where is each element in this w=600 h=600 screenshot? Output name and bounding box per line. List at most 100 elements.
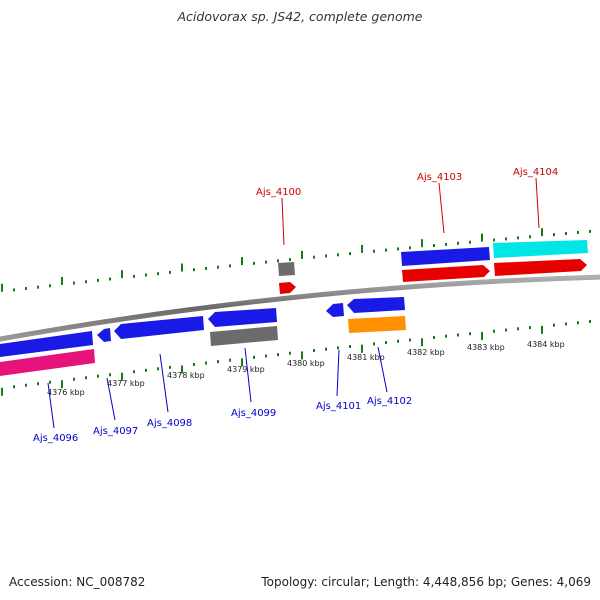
gene-feature[interactable]: [0, 349, 95, 376]
scale-label: 4379 kbp: [227, 365, 265, 374]
major-tick: [481, 331, 483, 340]
gene-feature[interactable]: [326, 303, 344, 317]
gene-feature[interactable]: [402, 265, 490, 282]
minor-tick: [349, 345, 351, 349]
minor-tick: [457, 241, 459, 245]
leader-line: [438, 182, 445, 234]
minor-tick: [337, 346, 339, 350]
minor-tick: [553, 323, 555, 327]
minor-tick: [49, 380, 51, 384]
minor-tick: [85, 280, 87, 284]
gene-label-ajs-4099[interactable]: Ajs_4099: [231, 408, 276, 419]
minor-tick: [73, 281, 75, 285]
gene-feature[interactable]: [493, 240, 588, 258]
scale-label: 4382 kbp: [407, 348, 445, 357]
minor-tick: [217, 265, 219, 269]
minor-tick: [157, 367, 159, 371]
gene-feature[interactable]: [210, 326, 278, 346]
minor-tick: [145, 273, 147, 277]
major-tick: [121, 270, 123, 279]
major-tick: [61, 380, 63, 389]
major-tick: [361, 244, 363, 253]
gene-feature[interactable]: [494, 259, 587, 276]
leader-lines: [47, 177, 540, 429]
minor-tick: [409, 246, 411, 250]
gene-label-ajs-4104[interactable]: Ajs_4104: [513, 167, 558, 178]
minor-tick: [205, 361, 207, 365]
major-tick: [541, 228, 543, 237]
minor-tick: [229, 264, 231, 268]
minor-tick: [565, 322, 567, 326]
minor-tick: [493, 329, 495, 333]
gene-feature[interactable]: [97, 328, 111, 342]
minor-tick: [289, 258, 291, 262]
minor-tick: [397, 247, 399, 251]
minor-tick: [493, 238, 495, 242]
minor-tick: [445, 334, 447, 338]
minor-tick: [169, 365, 171, 369]
minor-tick: [85, 376, 87, 380]
minor-tick: [385, 341, 387, 345]
minor-tick: [589, 229, 591, 233]
gene-labels-top: Ajs_4100 Ajs_4103 Ajs_4104: [256, 167, 558, 198]
minor-tick: [397, 339, 399, 343]
minor-tick: [157, 272, 159, 276]
minor-tick: [337, 253, 339, 257]
minor-tick: [289, 351, 291, 355]
major-tick: [61, 276, 63, 285]
leader-line: [336, 349, 340, 397]
minor-tick: [277, 353, 279, 357]
gene-feature[interactable]: [278, 262, 295, 276]
minor-tick: [577, 321, 579, 325]
minor-tick: [193, 362, 195, 366]
gene-label-ajs-4102[interactable]: Ajs_4102: [367, 396, 412, 407]
minor-tick: [517, 327, 519, 331]
reverse-features: [0, 297, 406, 376]
minor-tick: [325, 347, 327, 351]
minor-tick: [253, 261, 255, 265]
gene-label-ajs-4098[interactable]: Ajs_4098: [147, 418, 192, 429]
minor-tick: [145, 368, 147, 372]
gene-feature[interactable]: [0, 331, 93, 357]
major-tick: [121, 372, 123, 381]
minor-tick: [133, 370, 135, 374]
gene-feature[interactable]: [208, 308, 277, 327]
scale-label: 4378 kbp: [167, 371, 205, 380]
minor-tick: [313, 255, 315, 259]
minor-tick: [265, 354, 267, 358]
gene-feature[interactable]: [114, 316, 204, 339]
major-tick: [1, 283, 3, 292]
minor-tick: [193, 268, 195, 272]
scale-labels: 4376 kbp 4377 kbp 4378 kbp 4379 kbp 4380…: [47, 340, 565, 397]
scale-ticks-bottom: [1, 320, 591, 396]
gene-label-ajs-4103[interactable]: Ajs_4103: [417, 172, 462, 183]
minor-tick: [217, 360, 219, 364]
major-tick: [1, 387, 3, 396]
minor-tick: [49, 284, 51, 288]
minor-tick: [73, 377, 75, 381]
minor-tick: [505, 328, 507, 332]
minor-tick: [109, 373, 111, 377]
minor-tick: [13, 385, 15, 389]
gene-label-ajs-4101[interactable]: Ajs_4101: [316, 401, 361, 412]
minor-tick: [457, 333, 459, 337]
leader-line: [244, 347, 252, 403]
gene-feature[interactable]: [347, 297, 405, 313]
scale-label: 4377 kbp: [107, 379, 145, 388]
gene-label-ajs-4097[interactable]: Ajs_4097: [93, 426, 138, 437]
minor-tick: [25, 287, 27, 291]
gene-feature[interactable]: [348, 316, 406, 333]
leader-line: [159, 353, 169, 413]
gene-label-ajs-4096[interactable]: Ajs_4096: [33, 433, 78, 444]
scale-label: 4384 kbp: [527, 340, 565, 349]
gene-feature[interactable]: [279, 282, 296, 294]
minor-tick: [373, 249, 375, 253]
minor-tick: [313, 349, 315, 353]
accession-label: Accession: NC_008782: [9, 575, 146, 589]
gene-label-ajs-4100[interactable]: Ajs_4100: [256, 187, 301, 198]
major-tick: [301, 351, 303, 360]
gene-feature[interactable]: [401, 247, 490, 266]
minor-tick: [385, 248, 387, 252]
minor-tick: [589, 320, 591, 324]
